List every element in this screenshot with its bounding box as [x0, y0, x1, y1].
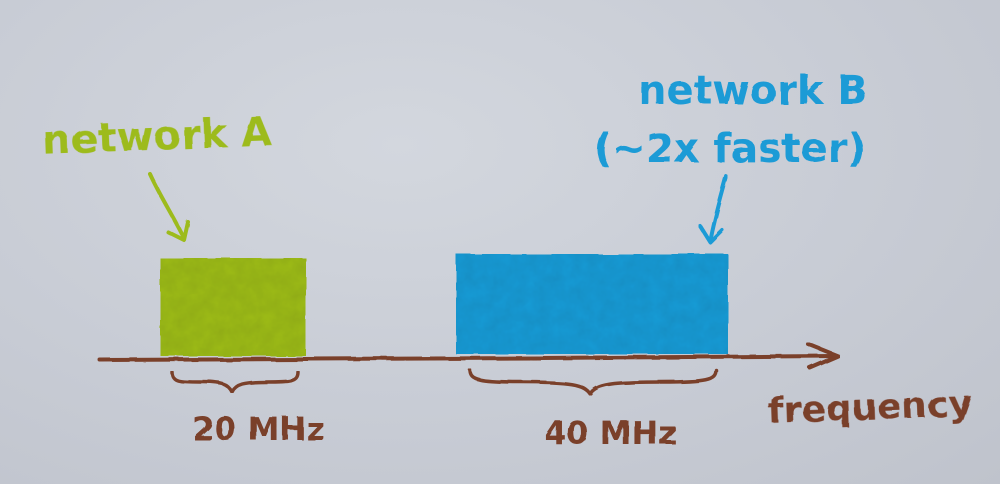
frequency-axis: [98, 342, 840, 370]
network-b-bandwidth-label: 40 MHz: [544, 414, 677, 452]
network-a-pointer-arrow-icon: [148, 172, 190, 242]
network-b-brace: [468, 368, 718, 398]
network-a-label: network A: [41, 110, 273, 164]
network-b-pointer-arrow-icon: [698, 174, 728, 244]
network-b-block: [456, 254, 728, 354]
network-a-block: [160, 258, 306, 356]
axis-arrowhead-icon: [806, 342, 840, 370]
axis-line: [98, 354, 838, 362]
network-a-bandwidth-label: 20 MHz: [192, 410, 325, 448]
axis-label: frequency: [767, 384, 972, 432]
network-b-speed-note: (~2x faster): [594, 126, 866, 172]
network-b-label: network B: [638, 68, 868, 114]
network-a-brace: [170, 370, 300, 396]
